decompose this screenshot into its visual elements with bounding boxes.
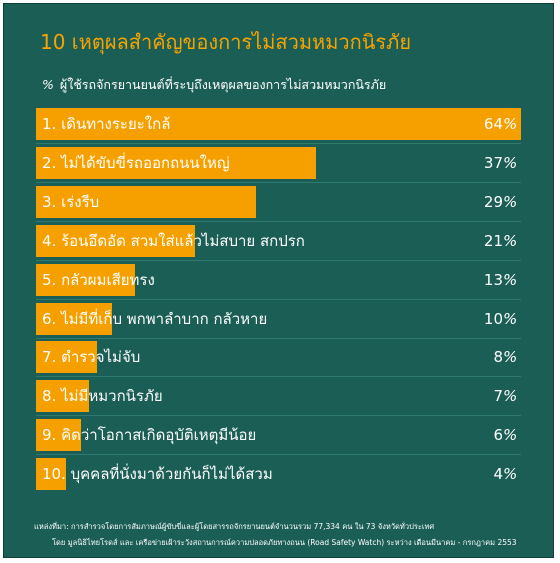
bar-value: 29 [483,192,503,211]
bar-label: 8. ไม่มีหมวกนิรภัย [42,387,163,406]
bar [36,108,521,140]
bar [36,419,82,452]
bar-value: 21 [483,231,503,250]
bar-unit: % [503,231,518,250]
source-line-2: โดย มูลนิธิไทยโรดส์ และ เครือข่ายเฝ้าระว… [52,538,517,547]
bar [36,263,135,296]
bar-label: 9. คิดว่าโอกาสเกิดอุบัติเหตุมีน้อย [42,426,257,445]
bar-value: 13 [483,270,503,289]
bar-label: 2. ไม่ได้ขับขี่รถออกถนนใหญ่ [42,153,230,172]
bar-value: 37 [483,153,503,172]
bar-unit: % [503,192,518,211]
source-line-1: แหล่งที่มา: การสำรวจโดยการสัมภาษณ์ผู้ขับ… [34,522,435,531]
bar-label: 1. เดินทางระยะใกล้ [42,115,171,133]
chart-subtitle: % ผู้ใช้รถจักรยานยนต์ที่ระบุถึงเหตุผลของก… [42,75,386,95]
row-separator [36,259,521,261]
bar-unit: % [503,153,518,172]
bar-unit: % [503,348,518,367]
bar-unit: % [503,270,518,289]
percent-symbol: % [42,77,54,92]
bar-label: 7. ตำรวจไม่จับ [42,348,141,367]
bar-value: 4 [493,465,503,484]
row-separator [36,376,521,378]
subtitle-text: ผู้ใช้รถจักรยานยนต์ที่ระบุถึงเหตุผลของกา… [59,77,387,92]
row-separator [36,143,521,144]
row-separator [36,298,521,300]
bar-label: 6. ไม่มีที่เก็บ พกพาลำบาก กลัวหาย [42,309,268,328]
row-separator [36,415,521,417]
bar-chart: 1. เดินทางระยะใกล้ 64% 2. ไม่ได้ขับขี่รถออ… [4,4,555,559]
bar-label: 4. ร้อนอึดอัด สวมใส่แล้วไม่สบาย สกปรก [42,231,305,250]
bar [36,341,97,374]
bar-value: 64 [483,115,503,133]
bar-label: 3. เร่งรีบ [42,192,100,211]
row-separator [36,337,521,339]
bar [36,185,256,218]
bar [36,302,112,335]
bar-value: 8 [493,348,503,367]
bar-label: 5. กลัวผมเสียทรง [42,270,155,289]
row-separator [36,220,521,222]
bar [36,146,317,179]
bar-unit: % [503,309,518,328]
bar-unit: % [503,426,518,445]
bar-unit: % [503,465,518,484]
bar-value: 10 [483,309,503,328]
row-separator [36,181,521,183]
bar [36,458,67,491]
bar-value: 6 [493,426,503,445]
bar-label: 10. บุคคลที่นั่งมาด้วยกันก็ไม่ได้สวม [42,465,273,484]
chart-title: 10 เหตุผลสำคัญของการไม่สวมหมวกนิรภัย [40,30,412,54]
row-separator [36,454,521,456]
bar-unit: % [503,115,518,133]
bar [36,224,196,257]
bar-value: 7 [493,387,503,406]
infographic-panel: 10 เหตุผลสำคัญของการไม่สวมหมวกนิรภัย % ผู… [3,3,554,558]
bar [36,380,90,413]
bar-unit: % [503,387,518,406]
source-note: แหล่งที่มา: การสำรวจโดยการสัมภาษณ์ผู้ขับ… [34,519,539,551]
